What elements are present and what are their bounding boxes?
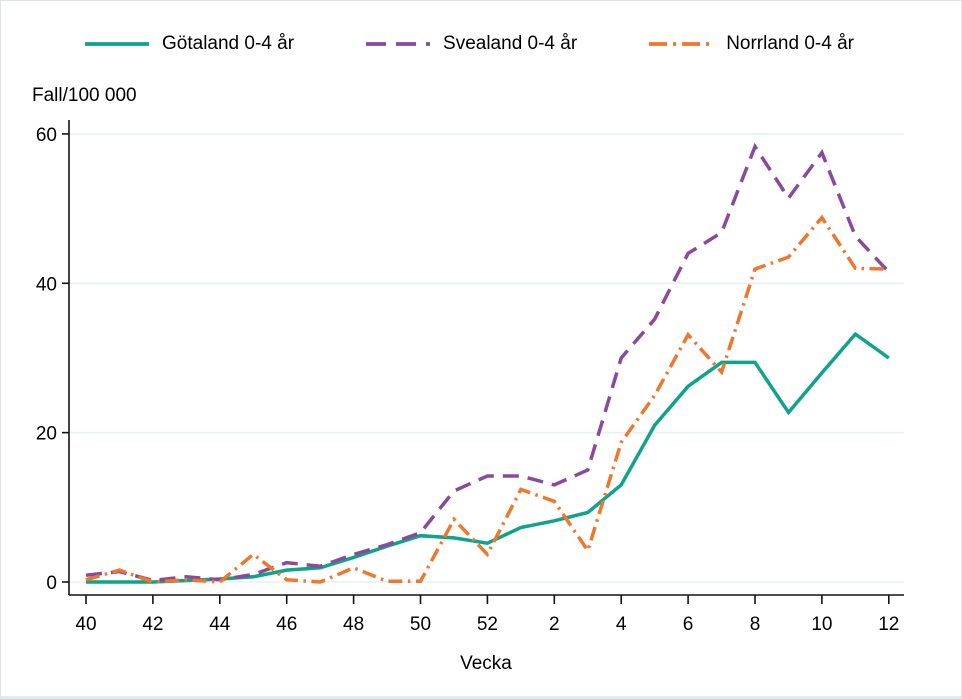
svg-text:6: 6: [683, 614, 694, 635]
svg-text:8: 8: [750, 614, 761, 635]
legend-line-solid-icon: [85, 41, 149, 46]
x-axis-title-text: Vecka: [460, 653, 512, 674]
legend-item-svealand: Svealand 0-4 år: [366, 34, 577, 53]
legend-line-dashed-icon: [366, 41, 431, 46]
x-axis-title: Vecka: [1, 653, 961, 675]
window-bottom-edge: [1, 696, 961, 698]
svg-text:42: 42: [142, 614, 163, 635]
legend-line-dashdot-icon: [649, 41, 714, 46]
legend-item-norrland: Norrland 0-4 år: [649, 34, 854, 53]
legend-label-svealand: Svealand 0-4 år: [443, 33, 578, 54]
svg-text:10: 10: [811, 614, 832, 635]
svg-text:4: 4: [616, 614, 627, 635]
svg-text:40: 40: [75, 614, 96, 635]
legend-label-gotaland: Götaland 0-4 år: [162, 33, 295, 54]
legend-label-norrland: Norrland 0-4 år: [726, 33, 854, 54]
svg-text:12: 12: [878, 614, 899, 635]
svg-text:52: 52: [477, 614, 498, 635]
svg-text:40: 40: [36, 274, 57, 295]
svg-text:48: 48: [343, 614, 364, 635]
chart-legend: Götaland 0-4 år Svealand 0-4 år Norrland…: [85, 34, 854, 53]
svg-text:20: 20: [36, 424, 57, 445]
svg-text:44: 44: [209, 614, 231, 635]
y-axis-title: Fall/100 000: [32, 85, 137, 106]
svg-text:50: 50: [410, 614, 431, 635]
svg-text:46: 46: [276, 614, 297, 635]
svg-text:60: 60: [36, 125, 57, 146]
legend-item-gotaland: Götaland 0-4 år: [85, 34, 294, 53]
svg-text:0: 0: [46, 573, 57, 594]
svg-text:2: 2: [549, 614, 560, 635]
